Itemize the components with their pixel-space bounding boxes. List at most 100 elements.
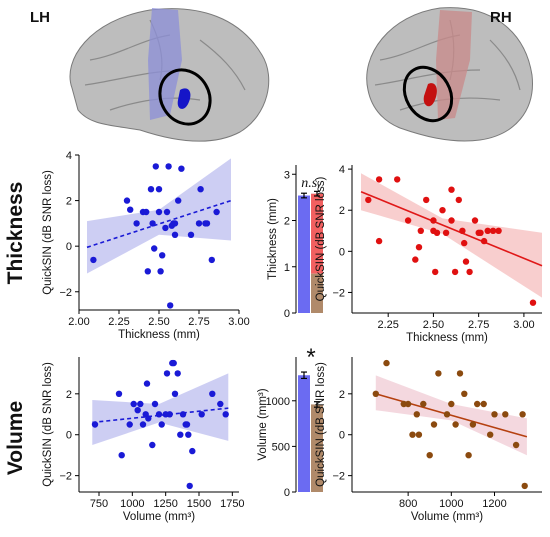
x-axis-label: Thickness (mm) [118,329,200,341]
x-tick-label: 2.75 [188,316,209,328]
data-point [155,186,163,193]
data-point [433,229,441,236]
y-tick-label: 2 [284,216,290,228]
data-point [451,268,459,276]
data-point [151,400,159,408]
data-point [213,208,220,216]
data-point [118,452,125,459]
data-point [471,217,479,224]
data-point [197,186,204,193]
data-point [474,400,481,408]
data-point [91,421,99,428]
x-tick-label: 1250 [153,498,177,510]
y-axis-label: QuickSIN (dB SNR loss) [315,362,327,487]
y-tick-label: 2 [66,196,72,208]
data-point [133,220,140,227]
data-point [512,441,520,449]
data-point [208,256,215,264]
data-point [187,231,195,238]
data-point [372,390,379,397]
y-axis-label: Volume (mm³) [257,388,269,460]
data-point [163,370,171,377]
data-point [217,400,224,408]
data-point [149,441,156,449]
data-point [185,431,192,438]
x-tick-label: 2.75 [468,319,489,331]
x-tick-label: 1000 [120,498,144,510]
data-point [144,268,151,275]
data-point [480,237,488,245]
data-point [394,176,401,183]
data-point [430,217,437,224]
x-tick-label: 2.50 [148,316,169,328]
data-point [469,421,477,428]
y-axis-label: Thickness (mm) [267,198,279,280]
data-point [178,165,185,172]
data-point [183,421,191,428]
data-point [177,431,184,438]
y-tick-label: −2 [59,471,72,483]
data-point [143,380,151,387]
data-point [412,256,419,263]
confidence-band [361,173,542,298]
data-point [423,196,430,204]
data-point [209,390,216,397]
data-point [480,400,487,408]
bar-right-lower [311,273,323,313]
row-label-volume: Volume [4,401,27,475]
data-point [442,229,450,236]
x-tick-label: 1200 [482,498,506,510]
bar-right [311,404,323,492]
data-point [466,268,473,276]
data-point [413,411,420,418]
data-point [158,421,165,428]
data-point [139,421,147,428]
data-point [165,163,172,170]
significance-annotation: * [306,344,315,371]
data-point [448,217,455,224]
x-tick-label: 2.25 [377,319,398,331]
regression-line [86,199,232,249]
data-point [484,227,491,234]
data-point [383,359,390,367]
x-tick-label: 800 [399,498,417,510]
data-point [415,431,423,438]
y-tick-label: 2 [339,389,345,401]
data-point [195,220,203,227]
data-point [452,421,459,428]
right-hemisphere-label: RH [490,9,512,26]
data-point [456,370,464,377]
data-point [157,268,164,275]
data-point [521,482,528,490]
y-axis-label: QuickSIN (dB SNR loss) [42,362,54,487]
volume-left-scatter-panel: 750 1000 1250 1500 1750 −2 0 2 Volume (mm³) Quick… [42,357,245,523]
data-point [375,176,383,183]
data-point [365,196,372,204]
data-point [203,220,211,227]
data-point [443,411,451,418]
data-point [159,252,166,259]
data-point [417,227,424,234]
y-tick-label: 0 [284,487,290,499]
x-tick-label: 2.50 [423,319,444,331]
data-point [448,186,455,193]
data-point [465,452,472,459]
y-tick-label: 1000 [266,396,290,408]
data-point [404,400,412,408]
data-point [115,390,123,397]
data-point [170,359,177,367]
x-tick-label: 750 [90,498,108,510]
data-point [130,400,137,408]
row-label-thickness: Thickness [4,182,27,285]
data-point [189,447,196,455]
data-point [134,407,141,414]
bar-left [298,195,310,313]
data-point [174,370,181,377]
data-point [461,239,468,247]
right-hemisphere-brain-image [366,7,533,142]
data-point [222,411,229,418]
data-point [487,431,494,438]
volume-right-scatter-panel: 800 1000 1200 −2 0 2 Volume (mm³) QuickSIN (dB … [315,357,542,523]
